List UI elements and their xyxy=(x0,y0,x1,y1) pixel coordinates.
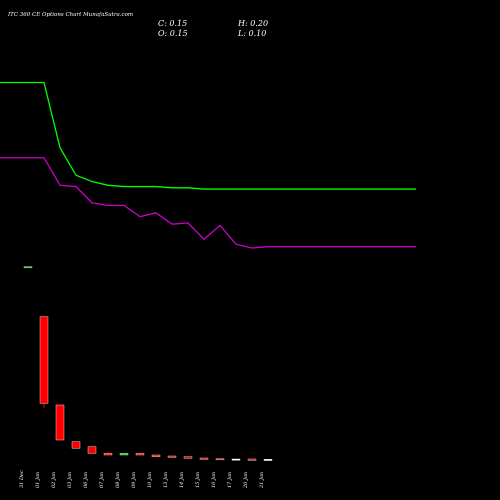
candle-body xyxy=(151,454,161,457)
candle-12 xyxy=(215,458,225,461)
x-tick-label: 31 Dec xyxy=(19,470,25,488)
x-tick-label: 16 Jan xyxy=(211,472,217,488)
candle-body xyxy=(183,456,193,459)
candle-body xyxy=(87,446,97,454)
candle-body xyxy=(247,458,257,461)
candle-13 xyxy=(231,458,241,461)
upper-line-series xyxy=(0,81,416,190)
x-tick-label: 13 Jan xyxy=(163,472,169,488)
indicator-lines xyxy=(0,81,416,249)
x-tick-label: 01 Jan xyxy=(35,472,41,488)
candle-body xyxy=(135,453,145,456)
x-tick-label: 03 Jan xyxy=(67,472,73,488)
candle-body xyxy=(103,453,113,456)
x-tick-label: 09 Jan xyxy=(131,472,137,488)
x-tick-label: 15 Jan xyxy=(195,472,201,488)
x-tick-label: 20 Jan xyxy=(243,472,249,489)
x-tick-label: 17 Jan xyxy=(227,472,233,488)
open-label: O: 0.15 xyxy=(158,29,188,38)
x-tick-label: 10 Jan xyxy=(147,472,153,488)
candle-6 xyxy=(119,453,129,456)
x-tick-label: 14 Jan xyxy=(179,472,185,488)
candle-0 xyxy=(23,266,33,269)
candle-14 xyxy=(247,458,257,461)
x-tick-label: 07 Jan xyxy=(99,472,105,488)
low-label: L: 0.10 xyxy=(237,29,266,38)
candle-15 xyxy=(263,459,273,461)
candles xyxy=(23,266,273,461)
chart-title: ITC 360 CE Options Chart MunafaSutra.com xyxy=(7,12,133,18)
candle-10 xyxy=(183,456,193,459)
candle-2 xyxy=(55,404,65,441)
candle-8 xyxy=(151,454,161,457)
candle-4 xyxy=(87,446,97,454)
candle-body xyxy=(231,458,241,461)
x-tick-label: 08 Jan xyxy=(115,472,121,488)
candle-3 xyxy=(71,441,81,449)
candle-body xyxy=(263,459,273,461)
candle-11 xyxy=(199,457,209,460)
candle-body xyxy=(23,266,33,269)
x-tick-label: 21 Jan xyxy=(259,472,265,489)
close-label: C: 0.15 xyxy=(158,19,187,28)
candle-7 xyxy=(135,453,145,456)
candle-body xyxy=(119,453,129,456)
x-tick-label: 02 Jan xyxy=(51,472,57,488)
candle-body xyxy=(39,316,49,404)
lower-line-series xyxy=(0,157,416,249)
candle-body xyxy=(167,455,177,458)
candle-1 xyxy=(39,316,49,409)
x-axis-ticks: 31 Dec 01 Jan 02 Jan 03 Jan 06 Jan 07 Jan 08 J… xyxy=(19,470,265,489)
candle-5 xyxy=(103,451,113,456)
candle-body xyxy=(215,458,225,461)
candle-body xyxy=(199,457,209,460)
x-tick-label: 06 Jan xyxy=(83,472,89,488)
candle-9 xyxy=(167,455,177,458)
high-label: H: 0.20 xyxy=(237,19,268,28)
candle-body xyxy=(71,441,81,449)
candle-body xyxy=(55,404,65,441)
